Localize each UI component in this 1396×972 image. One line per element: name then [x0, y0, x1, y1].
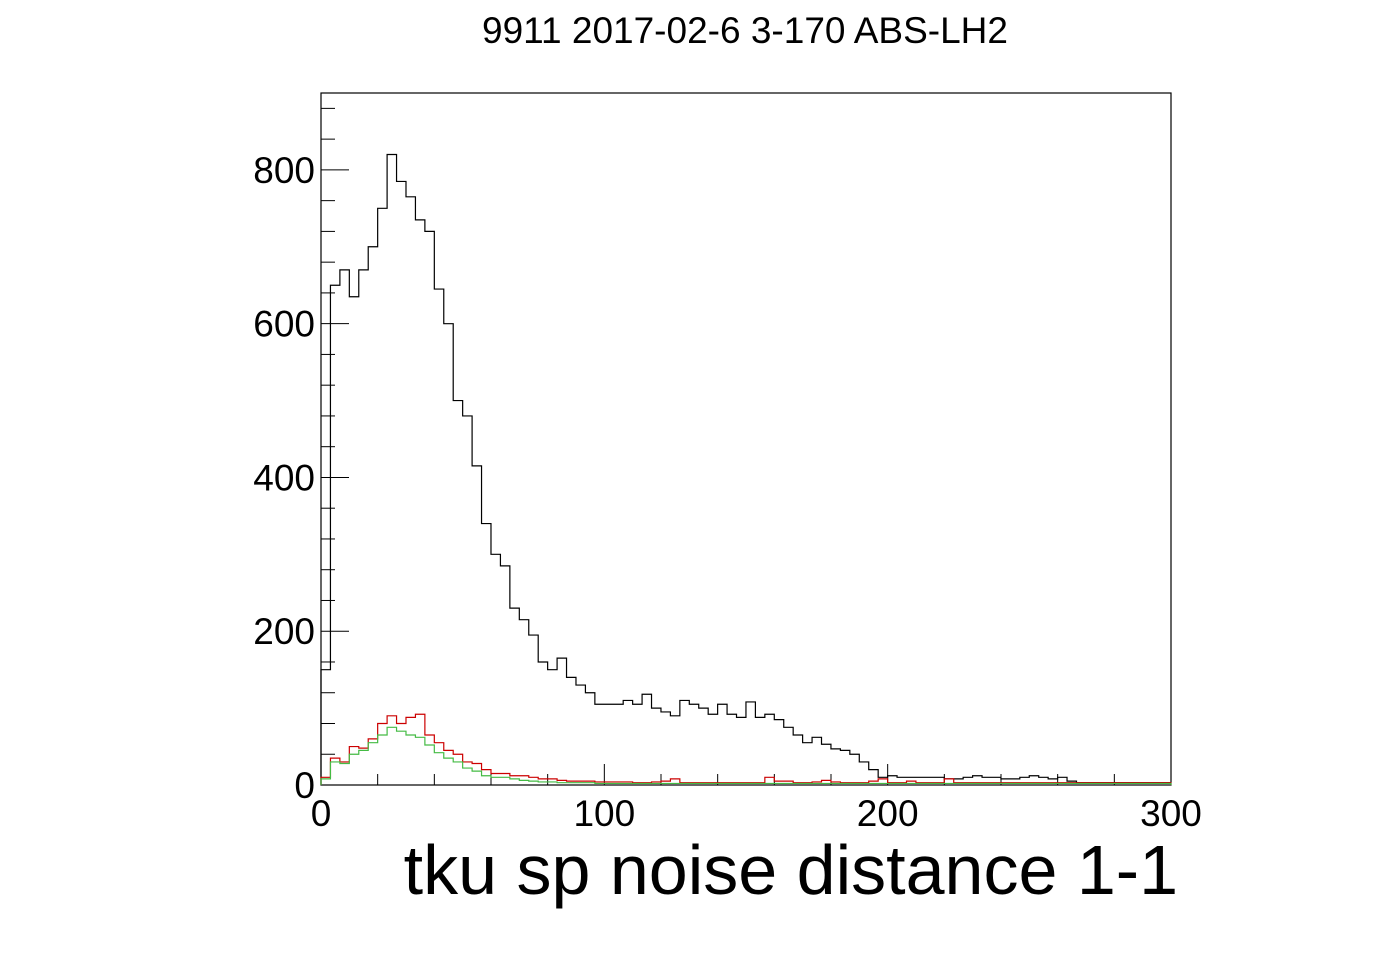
y-tick-label: 0 [294, 765, 315, 806]
x-axis-label: tku sp noise distance 1-1 [403, 831, 1178, 909]
x-tick-label: 200 [857, 793, 919, 834]
plot-frame [320, 92, 1172, 786]
chart-title: 9911 2017-02-6 3-170 ABS-LH2 [482, 10, 1008, 51]
y-tick-label: 800 [253, 150, 315, 191]
histogram-series-2 [320, 713, 1172, 785]
x-tick-label: 100 [573, 793, 635, 834]
x-tick-label: 0 [311, 793, 332, 834]
histogram-series-1 [320, 153, 1172, 785]
y-tick-label: 400 [253, 457, 315, 498]
histogram-series-3 [320, 726, 1172, 785]
y-tick-label: 600 [253, 304, 315, 345]
x-tick-label: 300 [1140, 793, 1202, 834]
y-tick-label: 200 [253, 611, 315, 652]
tick-labels: 0 200 400 600 800 0 100 200 300 [253, 150, 1202, 834]
axis-ticks [320, 107, 1172, 786]
series-group [320, 153, 1172, 785]
